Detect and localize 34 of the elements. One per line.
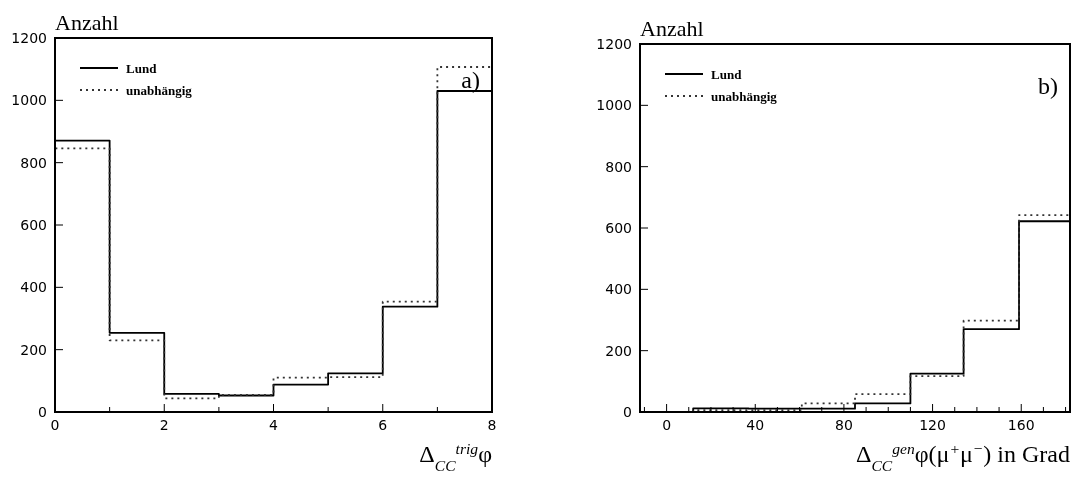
x-tick-label: 2	[159, 417, 169, 433]
y-tick-label: 400	[20, 279, 47, 296]
x-tick-label: 80	[835, 417, 853, 433]
y-tick-label: 200	[20, 341, 47, 358]
annotation: b)	[1038, 73, 1058, 99]
y-tick-label: 0	[623, 404, 632, 420]
x-tick-label: 4	[269, 417, 279, 433]
legend-label: Lund	[126, 61, 158, 76]
y-tick-label: 400	[605, 281, 632, 298]
y-axis-title: Anzahl	[640, 16, 704, 41]
y-tick-label: 600	[605, 220, 632, 236]
y-axis-title: Anzahl	[55, 10, 119, 35]
y-tick-label: 0	[38, 404, 47, 420]
x-tick-label: 160	[1007, 417, 1035, 433]
y-tick-label: 200	[605, 342, 632, 359]
x-tick-label: 8	[487, 417, 497, 433]
legend-label: Lund	[711, 67, 743, 82]
x-tick-label: 40	[746, 417, 765, 433]
legend-label: unabhängig	[126, 83, 193, 98]
y-tick-label: 1000	[596, 97, 632, 114]
y-tick-label: 1200	[596, 36, 632, 52]
x-axis-title: Δ$_{CC}$$^{gen}$φ(μ$^{+}$μ$^{−}$) in Grad	[855, 439, 1070, 474]
x-axis-title: Δ$_{CC}$$^{trig}$φ	[419, 439, 492, 474]
y-tick-label: 600	[20, 217, 47, 233]
y-tick-label: 1000	[11, 92, 47, 109]
x-tick-label: 0	[662, 417, 672, 433]
x-tick-label: 120	[919, 417, 946, 433]
annotation: a)	[461, 67, 480, 93]
x-tick-label: 0	[50, 417, 60, 433]
y-tick-label: 1200	[11, 30, 47, 46]
x-tick-label: 6	[378, 417, 388, 433]
y-tick-label: 800	[605, 158, 632, 175]
y-tick-label: 800	[20, 154, 47, 171]
legend-label: unabhängig	[711, 89, 778, 104]
